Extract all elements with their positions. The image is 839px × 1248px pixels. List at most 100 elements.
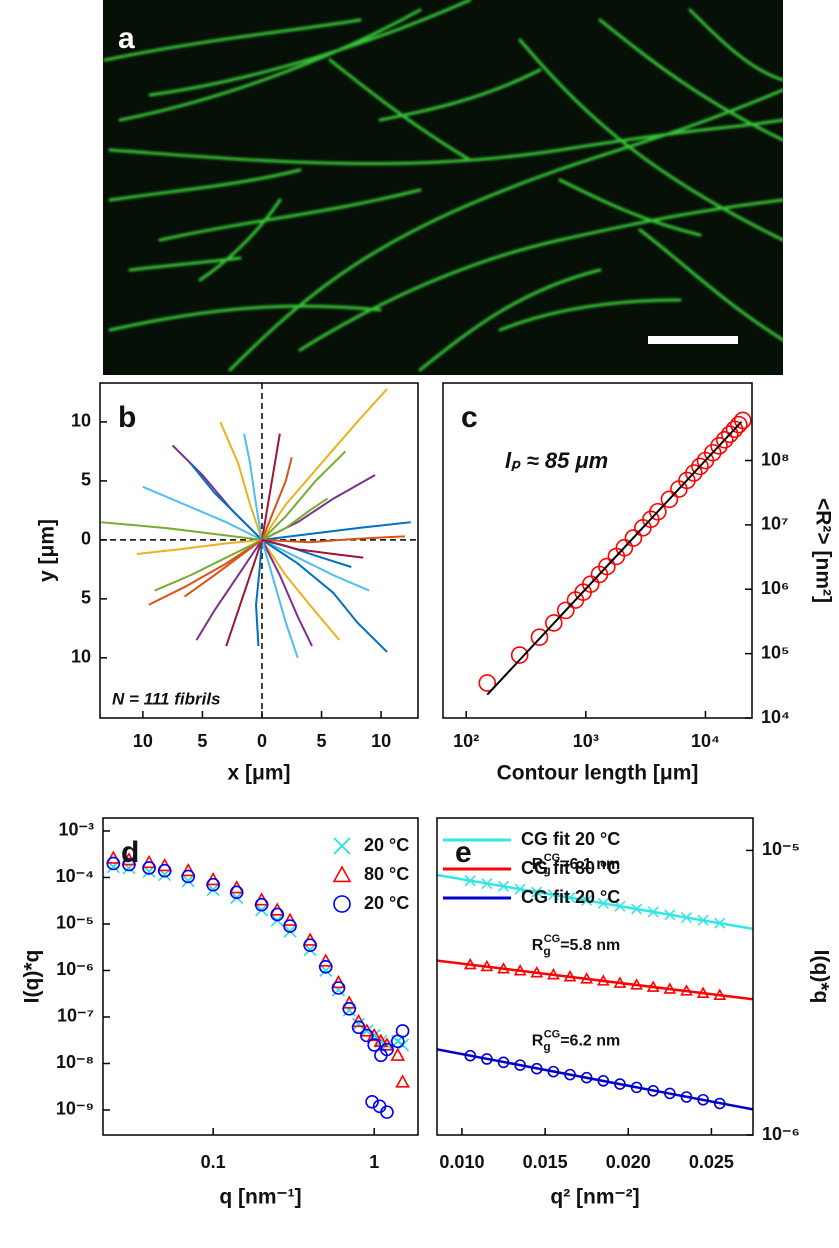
trajectory	[142, 485, 263, 541]
trajectory	[260, 433, 281, 541]
data-point	[283, 919, 297, 933]
y-tick-label: 10⁻⁴	[56, 866, 94, 886]
data-point	[331, 981, 346, 995]
data-point	[106, 856, 121, 871]
annotation-sub: g	[543, 863, 550, 877]
plot-content	[437, 873, 753, 1111]
data-point	[660, 490, 679, 509]
annotation-sup: CG	[544, 852, 561, 864]
x-axis-label: Contour length [μm]	[497, 762, 699, 785]
annotation-base: R	[532, 1033, 544, 1050]
legend-marker	[333, 895, 351, 913]
plot-frame	[99, 382, 419, 719]
plot-area	[443, 383, 752, 718]
data-point	[624, 529, 643, 547]
plot-content	[478, 411, 752, 696]
data-point	[181, 874, 195, 888]
panel-label: a	[118, 22, 135, 55]
y-tick-label: 10⁴	[761, 707, 790, 727]
trajectory	[136, 538, 263, 556]
x-axis-label: q [nm⁻¹]	[219, 1186, 301, 1209]
trajectory	[219, 421, 263, 541]
legend-label: 20 °C	[364, 893, 409, 913]
plot-content	[100, 383, 418, 718]
y-tick-label: 10⁻³	[58, 820, 94, 840]
trajectory	[261, 538, 370, 592]
y-tick-label: 10⁻⁹	[56, 1099, 94, 1119]
fit-annotation: RgCG=6.2 nm	[532, 1028, 620, 1053]
y-axis-label: I(q)*q	[809, 950, 832, 1004]
data-point	[395, 1074, 410, 1088]
annotation-sub: g	[543, 944, 550, 958]
x-tick-label: 10⁴	[691, 731, 720, 751]
y-tick-label: 10⁻⁸	[56, 1052, 94, 1072]
data-point	[530, 628, 549, 646]
data-point	[283, 924, 297, 938]
y-tick-label: 10	[71, 411, 91, 431]
y-tick-label: 10⁸	[761, 449, 790, 469]
x-tick-label: 0	[257, 731, 267, 751]
y-tick-label: 10⁻⁵	[56, 913, 94, 933]
data-point	[380, 1105, 394, 1119]
annotation-text: =6.2 nm	[560, 1033, 620, 1050]
legend-marker	[332, 865, 352, 883]
trajectory	[243, 433, 263, 541]
legend-label: CG fit 20 °C	[521, 829, 620, 849]
trajectory	[225, 539, 263, 647]
data-point	[318, 953, 334, 967]
data-point	[729, 415, 748, 434]
data-point	[366, 1027, 382, 1042]
panel-label: d	[121, 836, 139, 869]
plot-frame	[436, 817, 754, 1136]
x-tick-label: 1	[369, 1152, 379, 1172]
annotation: lₚ ≈ 85 μm	[505, 448, 608, 473]
data-point	[270, 907, 285, 922]
data-point	[598, 557, 616, 576]
fit-line	[437, 873, 753, 931]
data-point	[351, 1020, 366, 1035]
fit-line	[437, 1048, 753, 1111]
trajectory	[261, 535, 405, 544]
data-point	[649, 502, 667, 521]
plot-frame	[442, 382, 753, 719]
data-point	[395, 1024, 410, 1038]
y-tick-label: 5	[81, 588, 91, 608]
fit-annotation: RgCG=5.8 nm	[532, 933, 620, 958]
trajectory	[261, 388, 388, 541]
trajectory	[148, 539, 263, 606]
annotation-text: =5.8 nm	[560, 937, 620, 954]
legend-label: CG fit 20 °C	[521, 887, 620, 907]
x-tick-label: 10²	[453, 731, 479, 751]
data-point	[254, 897, 269, 912]
x-tick-label: 10	[133, 731, 153, 751]
y-axis-label: I(q)*q	[21, 950, 44, 1004]
y-tick-label: 10⁻⁷	[57, 1006, 94, 1026]
y-tick-label: 5	[81, 470, 91, 490]
fibrils	[103, 0, 783, 372]
data-point	[206, 877, 220, 892]
chart-panel: 10 5 0 5 10 10 5 0 5 10 x [μm] y [μm] N = 111 fibril…	[36, 382, 419, 785]
data-point	[721, 425, 739, 444]
annotation: N = 111 fibrils	[112, 689, 221, 708]
legend-label: 20 °C	[364, 835, 409, 855]
trajectory	[261, 539, 299, 659]
fit-line	[437, 959, 753, 1001]
annotation-base: R	[532, 937, 544, 954]
data-point	[685, 464, 703, 482]
micrograph	[103, 0, 783, 375]
legend-label: 80 °C	[364, 864, 409, 884]
trajectory	[255, 539, 263, 647]
trajectory	[261, 539, 313, 647]
data-point	[374, 1034, 388, 1048]
x-tick-label: 5	[197, 731, 207, 751]
data-point	[733, 411, 752, 430]
fit-line	[486, 421, 743, 696]
y-tick-label: 10	[71, 647, 91, 667]
data-point	[352, 1017, 366, 1031]
data-point	[157, 863, 172, 878]
data-point	[303, 938, 317, 952]
trajectory	[261, 521, 411, 541]
data-point	[581, 575, 600, 593]
data-point	[180, 863, 196, 877]
data-point	[181, 869, 196, 884]
